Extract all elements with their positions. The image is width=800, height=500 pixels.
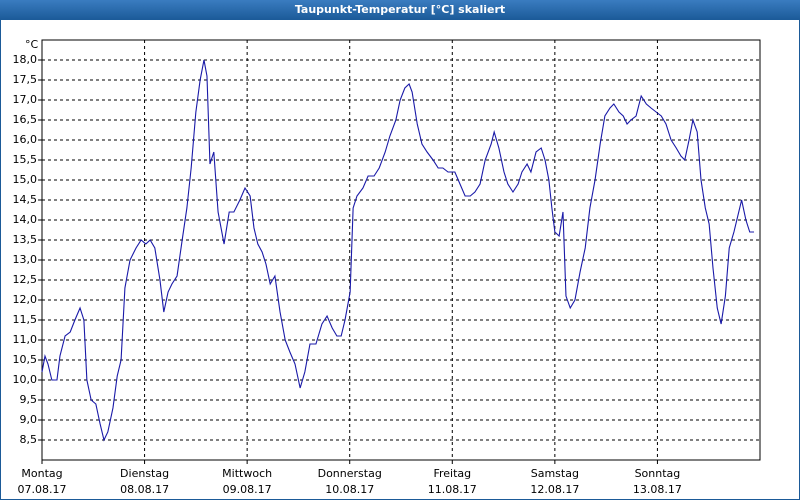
x-tick-label: 10.08.17 <box>325 483 374 496</box>
y-tick-label: 8,5 <box>20 433 38 446</box>
y-axis-label: °C <box>25 38 39 51</box>
x-tick-label: Donnerstag <box>318 467 382 480</box>
y-tick-label: 18,0 <box>13 53 38 66</box>
x-tick-label: 11.08.17 <box>428 483 477 496</box>
x-tick-label: 08.08.17 <box>120 483 169 496</box>
x-tick-label: 12.08.17 <box>530 483 579 496</box>
y-tick-label: 10,0 <box>13 373 38 386</box>
x-tick-label: Sonntag <box>635 467 681 480</box>
x-tick-label: Freitag <box>433 467 471 480</box>
x-tick-label: 13.08.17 <box>633 483 682 496</box>
y-tick-label: 13,0 <box>13 253 38 266</box>
data-line <box>41 59 755 442</box>
x-tick-label: Samstag <box>531 467 579 480</box>
x-tick-label: Montag <box>21 467 62 480</box>
y-tick-label: 12,5 <box>13 273 38 286</box>
y-tick-label: 12,0 <box>13 293 38 306</box>
y-tick-label: 14,5 <box>13 193 38 206</box>
y-tick-label: 17,5 <box>13 73 38 86</box>
y-tick-label: 11,0 <box>13 333 38 346</box>
y-tick-label: 15,0 <box>13 173 38 186</box>
x-tick-label: Mittwoch <box>222 467 272 480</box>
chart-title: Taupunkt-Temperatur [°C] skaliert <box>295 3 505 16</box>
x-tick-label: 07.08.17 <box>18 483 67 496</box>
y-tick-label: 11,5 <box>13 313 38 326</box>
x-tick-label: Dienstag <box>120 467 169 480</box>
y-tick-label: 17,0 <box>13 93 38 106</box>
y-tick-label: 9,5 <box>20 393 38 406</box>
y-tick-label: 16,5 <box>13 113 38 126</box>
plot-area: 8,5 9,0 9,5 10,0 10,5 11,0 11,5 12,0 12,5 13,0 13,… <box>13 39 761 496</box>
y-tick-label: 13,5 <box>13 233 38 246</box>
title-bar <box>0 0 800 20</box>
plot-frame <box>41 39 761 461</box>
y-tick-label: 9,0 <box>20 413 38 426</box>
x-tick-label: 09.08.17 <box>223 483 272 496</box>
y-tick-label: 15,5 <box>13 153 38 166</box>
y-tick-label: 16,0 <box>13 133 38 146</box>
y-tick-label: 10,5 <box>13 353 38 366</box>
y-tick-label: 14,0 <box>13 213 38 226</box>
